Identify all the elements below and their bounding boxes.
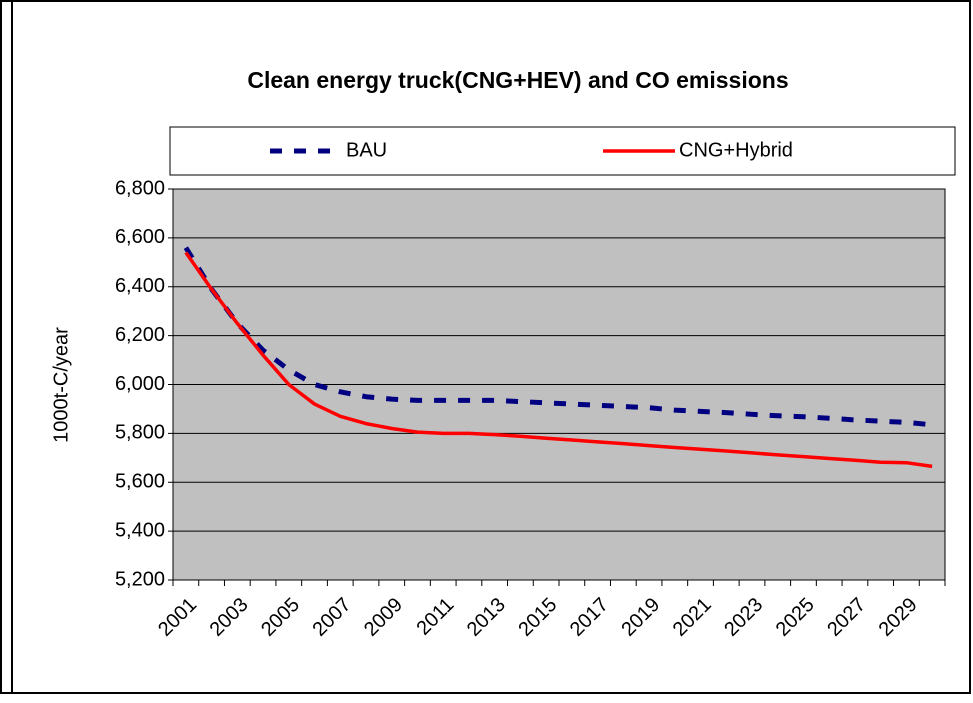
- y-tick-label: 6,200: [115, 324, 165, 346]
- legend-label: CNG+Hybrid: [679, 139, 793, 161]
- y-tick-label: 6,400: [115, 275, 165, 297]
- y-tick-label: 5,600: [115, 471, 165, 493]
- y-tick-label: 6,800: [115, 177, 165, 199]
- y-tick-label: 5,800: [115, 422, 165, 444]
- legend: [169, 126, 956, 176]
- y-tick-label: 5,200: [115, 568, 165, 590]
- line-series: [183, 246, 933, 428]
- chart-title: Clean energy truck(CNG+HEV) and CO emiss…: [247, 67, 788, 93]
- y-tick-label: 6,600: [115, 226, 165, 248]
- y-tick-label: 6,000: [115, 373, 165, 395]
- y-tick-label: 5,400: [115, 519, 165, 541]
- legend-label: BAU: [346, 139, 387, 161]
- line-series: [184, 251, 933, 469]
- y-axis-label: 1000t-C/year: [50, 327, 72, 443]
